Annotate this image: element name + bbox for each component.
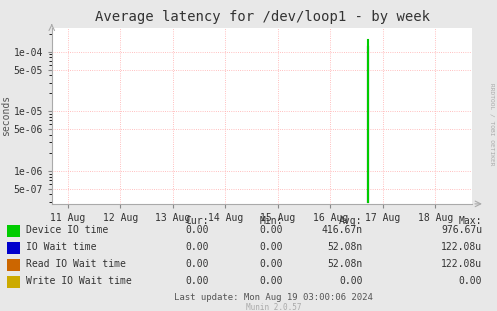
- Text: 976.67u: 976.67u: [441, 225, 482, 235]
- Text: 122.08u: 122.08u: [441, 259, 482, 269]
- Text: RRDTOOL / TOBI OETIKER: RRDTOOL / TOBI OETIKER: [490, 83, 495, 166]
- Text: 0.00: 0.00: [260, 259, 283, 269]
- Text: Max:: Max:: [459, 216, 482, 226]
- Text: Munin 2.0.57: Munin 2.0.57: [246, 303, 301, 311]
- Text: 52.08n: 52.08n: [328, 259, 363, 269]
- Text: 0.00: 0.00: [260, 276, 283, 286]
- Text: 0.00: 0.00: [185, 276, 209, 286]
- Text: Avg:: Avg:: [339, 216, 363, 226]
- Text: 0.00: 0.00: [185, 225, 209, 235]
- Text: Min:: Min:: [260, 216, 283, 226]
- Text: 52.08n: 52.08n: [328, 242, 363, 252]
- Text: Cur:: Cur:: [185, 216, 209, 226]
- Text: IO Wait time: IO Wait time: [26, 242, 96, 252]
- Text: Device IO time: Device IO time: [26, 225, 108, 235]
- Text: 122.08u: 122.08u: [441, 242, 482, 252]
- Text: 416.67n: 416.67n: [322, 225, 363, 235]
- Text: Read IO Wait time: Read IO Wait time: [26, 259, 126, 269]
- Y-axis label: seconds: seconds: [1, 95, 11, 137]
- Text: 0.00: 0.00: [260, 242, 283, 252]
- Text: 0.00: 0.00: [260, 225, 283, 235]
- Title: Average latency for /dev/loop1 - by week: Average latency for /dev/loop1 - by week: [94, 10, 430, 24]
- Text: 0.00: 0.00: [339, 276, 363, 286]
- Text: Write IO Wait time: Write IO Wait time: [26, 276, 132, 286]
- Text: 0.00: 0.00: [185, 242, 209, 252]
- Text: 0.00: 0.00: [185, 259, 209, 269]
- Text: Last update: Mon Aug 19 03:00:06 2024: Last update: Mon Aug 19 03:00:06 2024: [174, 293, 373, 301]
- Text: 0.00: 0.00: [459, 276, 482, 286]
